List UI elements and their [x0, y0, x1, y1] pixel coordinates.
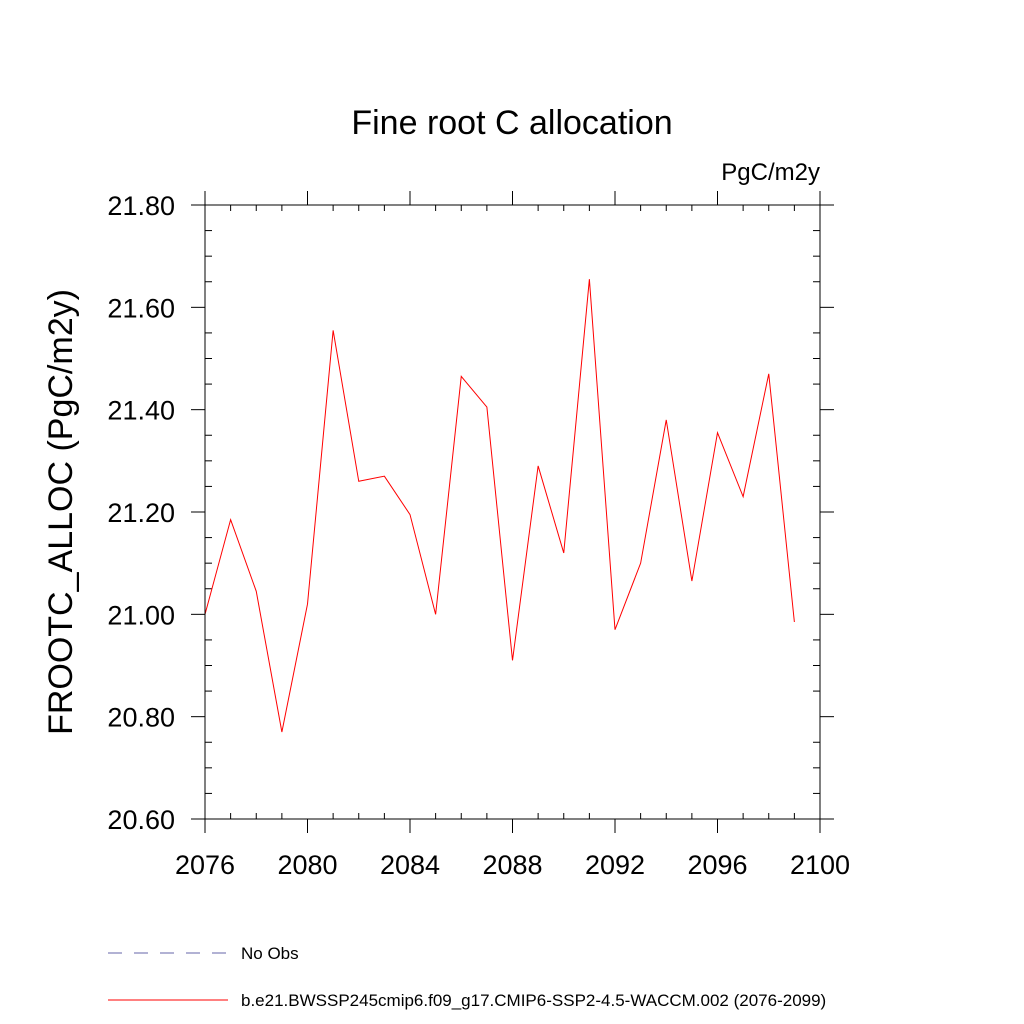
y-tick-label: 20.60: [107, 805, 175, 835]
x-tick-label: 2092: [585, 850, 645, 880]
x-tick-label: 2088: [482, 850, 542, 880]
chart-title: Fine root C allocation: [351, 104, 672, 142]
series-layer: [204, 279, 795, 733]
y-tick-label: 21.40: [107, 396, 175, 426]
legend-no-obs-label: No Obs: [241, 944, 299, 963]
y-tick-label: 21.80: [107, 191, 175, 221]
x-tick-label: 2080: [277, 850, 337, 880]
series-line: [204, 279, 795, 733]
y-tick-label: 21.60: [107, 293, 175, 323]
y-tick-label: 20.80: [107, 703, 175, 733]
units-label: PgC/m2y: [721, 159, 820, 186]
x-tick-label: 2096: [687, 850, 747, 880]
x-tick-label: 2100: [790, 850, 850, 880]
plot-frame: [204, 204, 821, 820]
y-axis-label: FROOTC_ALLOC (PgC/m2y): [42, 289, 80, 735]
x-tick-label: 2076: [175, 850, 235, 880]
tick-labels: 2076 2080 2084 2088 2092 2096 2100 20.60 20.80 21…: [107, 191, 850, 880]
axis-ticks: [191, 191, 834, 833]
x-tick-label: 2084: [380, 850, 440, 880]
y-tick-label: 21.20: [107, 498, 175, 528]
legend-series-label: b.e21.BWSSP245cmip6.f09_g17.CMIP6-SSP2-4…: [241, 991, 826, 1010]
legend: No Obs b.e21.BWSSP245cmip6.f09_g17.CMIP6…: [108, 944, 826, 1010]
y-tick-label: 21.00: [107, 600, 175, 630]
